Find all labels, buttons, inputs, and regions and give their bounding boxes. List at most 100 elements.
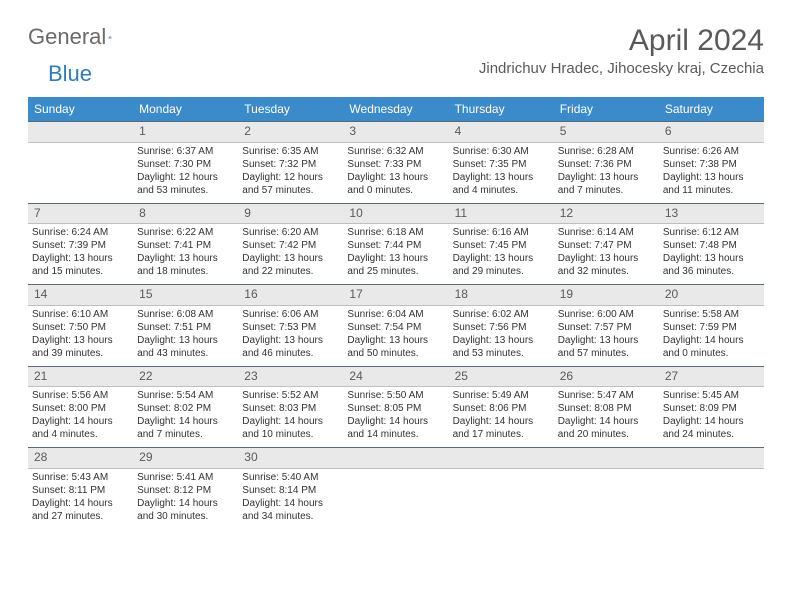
sunrise-line: Sunrise: 5:56 AM (32, 389, 129, 402)
month-title: April 2024 (479, 24, 764, 58)
cell-body (449, 469, 554, 477)
cell-body: Sunrise: 6:08 AMSunset: 7:51 PMDaylight:… (133, 306, 238, 366)
daylight-line: Daylight: 13 hours and 32 minutes. (558, 252, 655, 278)
sunrise-line: Sunrise: 5:52 AM (242, 389, 339, 402)
cell-body: Sunrise: 6:18 AMSunset: 7:44 PMDaylight:… (343, 224, 448, 284)
sunset-line: Sunset: 8:02 PM (137, 402, 234, 415)
daylight-line: Daylight: 13 hours and 15 minutes. (32, 252, 129, 278)
cell-body: Sunrise: 5:50 AMSunset: 8:05 PMDaylight:… (343, 387, 448, 447)
calendar-cell: 10Sunrise: 6:18 AMSunset: 7:44 PMDayligh… (343, 203, 448, 285)
sunset-line: Sunset: 7:39 PM (32, 239, 129, 252)
daylight-line: Daylight: 13 hours and 0 minutes. (347, 171, 444, 197)
sunrise-line: Sunrise: 6:14 AM (558, 226, 655, 239)
sunrise-line: Sunrise: 5:49 AM (453, 389, 550, 402)
logo: General (28, 24, 130, 50)
sunset-line: Sunset: 8:09 PM (663, 402, 760, 415)
calendar-cell: 29Sunrise: 5:41 AMSunset: 8:12 PMDayligh… (133, 447, 238, 529)
sunrise-line: Sunrise: 5:41 AM (137, 471, 234, 484)
sunrise-line: Sunrise: 6:28 AM (558, 145, 655, 158)
weekday-header: Saturday (659, 97, 764, 121)
daylight-line: Daylight: 14 hours and 14 minutes. (347, 415, 444, 441)
day-number: 19 (554, 284, 659, 306)
calendar-week-row: 1Sunrise: 6:37 AMSunset: 7:30 PMDaylight… (28, 121, 764, 203)
cell-body: Sunrise: 5:58 AMSunset: 7:59 PMDaylight:… (659, 306, 764, 366)
sunset-line: Sunset: 7:45 PM (453, 239, 550, 252)
sunrise-line: Sunrise: 5:45 AM (663, 389, 760, 402)
sunset-line: Sunset: 8:11 PM (32, 484, 129, 497)
day-number: 5 (554, 121, 659, 143)
sunrise-line: Sunrise: 6:37 AM (137, 145, 234, 158)
cell-body: Sunrise: 6:28 AMSunset: 7:36 PMDaylight:… (554, 143, 659, 203)
daylight-line: Daylight: 14 hours and 10 minutes. (242, 415, 339, 441)
day-number: 15 (133, 284, 238, 306)
calendar-cell: 22Sunrise: 5:54 AMSunset: 8:02 PMDayligh… (133, 366, 238, 448)
calendar-cell (659, 447, 764, 529)
daylight-line: Daylight: 14 hours and 34 minutes. (242, 497, 339, 523)
cell-body: Sunrise: 6:02 AMSunset: 7:56 PMDaylight:… (449, 306, 554, 366)
daylight-line: Daylight: 12 hours and 57 minutes. (242, 171, 339, 197)
daylight-line: Daylight: 13 hours and 53 minutes. (453, 334, 550, 360)
sunrise-line: Sunrise: 6:16 AM (453, 226, 550, 239)
sunrise-line: Sunrise: 6:02 AM (453, 308, 550, 321)
cell-body: Sunrise: 6:00 AMSunset: 7:57 PMDaylight:… (554, 306, 659, 366)
day-number: 10 (343, 203, 448, 225)
daylight-line: Daylight: 12 hours and 53 minutes. (137, 171, 234, 197)
day-number: 3 (343, 121, 448, 143)
calendar-cell (343, 447, 448, 529)
day-number: 13 (659, 203, 764, 225)
sunset-line: Sunset: 7:44 PM (347, 239, 444, 252)
day-number: 7 (28, 203, 133, 225)
day-number (343, 447, 448, 469)
daylight-line: Daylight: 13 hours and 11 minutes. (663, 171, 760, 197)
calendar-cell: 19Sunrise: 6:00 AMSunset: 7:57 PMDayligh… (554, 284, 659, 366)
sunrise-line: Sunrise: 6:30 AM (453, 145, 550, 158)
calendar-cell: 24Sunrise: 5:50 AMSunset: 8:05 PMDayligh… (343, 366, 448, 448)
day-number: 18 (449, 284, 554, 306)
day-number: 30 (238, 447, 343, 469)
daylight-line: Daylight: 13 hours and 25 minutes. (347, 252, 444, 278)
daylight-line: Daylight: 14 hours and 30 minutes. (137, 497, 234, 523)
sunset-line: Sunset: 7:38 PM (663, 158, 760, 171)
cell-body: Sunrise: 5:40 AMSunset: 8:14 PMDaylight:… (238, 469, 343, 529)
weekday-header: Thursday (449, 97, 554, 121)
calendar-cell: 18Sunrise: 6:02 AMSunset: 7:56 PMDayligh… (449, 284, 554, 366)
calendar-cell: 2Sunrise: 6:35 AMSunset: 7:32 PMDaylight… (238, 121, 343, 203)
calendar-body: 1Sunrise: 6:37 AMSunset: 7:30 PMDaylight… (28, 121, 764, 529)
daylight-line: Daylight: 13 hours and 57 minutes. (558, 334, 655, 360)
day-number: 28 (28, 447, 133, 469)
calendar-header-row: SundayMondayTuesdayWednesdayThursdayFrid… (28, 97, 764, 121)
day-number: 1 (133, 121, 238, 143)
logo-text-blue: Blue (48, 61, 92, 87)
calendar-week-row: 21Sunrise: 5:56 AMSunset: 8:00 PMDayligh… (28, 366, 764, 448)
calendar-cell (28, 121, 133, 203)
cell-body: Sunrise: 6:04 AMSunset: 7:54 PMDaylight:… (343, 306, 448, 366)
calendar-cell: 27Sunrise: 5:45 AMSunset: 8:09 PMDayligh… (659, 366, 764, 448)
calendar-cell: 16Sunrise: 6:06 AMSunset: 7:53 PMDayligh… (238, 284, 343, 366)
cell-body: Sunrise: 6:16 AMSunset: 7:45 PMDaylight:… (449, 224, 554, 284)
calendar-table: SundayMondayTuesdayWednesdayThursdayFrid… (28, 97, 764, 529)
sunset-line: Sunset: 7:47 PM (558, 239, 655, 252)
daylight-line: Daylight: 14 hours and 24 minutes. (663, 415, 760, 441)
location: Jindrichuv Hradec, Jihocesky kraj, Czech… (479, 60, 764, 77)
cell-body (659, 469, 764, 477)
cell-body: Sunrise: 5:56 AMSunset: 8:00 PMDaylight:… (28, 387, 133, 447)
cell-body: Sunrise: 6:24 AMSunset: 7:39 PMDaylight:… (28, 224, 133, 284)
sunset-line: Sunset: 7:54 PM (347, 321, 444, 334)
sunset-line: Sunset: 7:35 PM (453, 158, 550, 171)
calendar-week-row: 7Sunrise: 6:24 AMSunset: 7:39 PMDaylight… (28, 203, 764, 285)
sunrise-line: Sunrise: 5:50 AM (347, 389, 444, 402)
cell-body: Sunrise: 5:52 AMSunset: 8:03 PMDaylight:… (238, 387, 343, 447)
sunset-line: Sunset: 7:56 PM (453, 321, 550, 334)
sunset-line: Sunset: 7:32 PM (242, 158, 339, 171)
sunrise-line: Sunrise: 6:04 AM (347, 308, 444, 321)
title-block: April 2024 Jindrichuv Hradec, Jihocesky … (479, 24, 764, 77)
day-number: 25 (449, 366, 554, 388)
calendar-cell: 23Sunrise: 5:52 AMSunset: 8:03 PMDayligh… (238, 366, 343, 448)
calendar-cell: 21Sunrise: 5:56 AMSunset: 8:00 PMDayligh… (28, 366, 133, 448)
day-number: 9 (238, 203, 343, 225)
day-number: 4 (449, 121, 554, 143)
sunrise-line: Sunrise: 5:43 AM (32, 471, 129, 484)
daylight-line: Daylight: 13 hours and 50 minutes. (347, 334, 444, 360)
day-number: 26 (554, 366, 659, 388)
daylight-line: Daylight: 13 hours and 29 minutes. (453, 252, 550, 278)
